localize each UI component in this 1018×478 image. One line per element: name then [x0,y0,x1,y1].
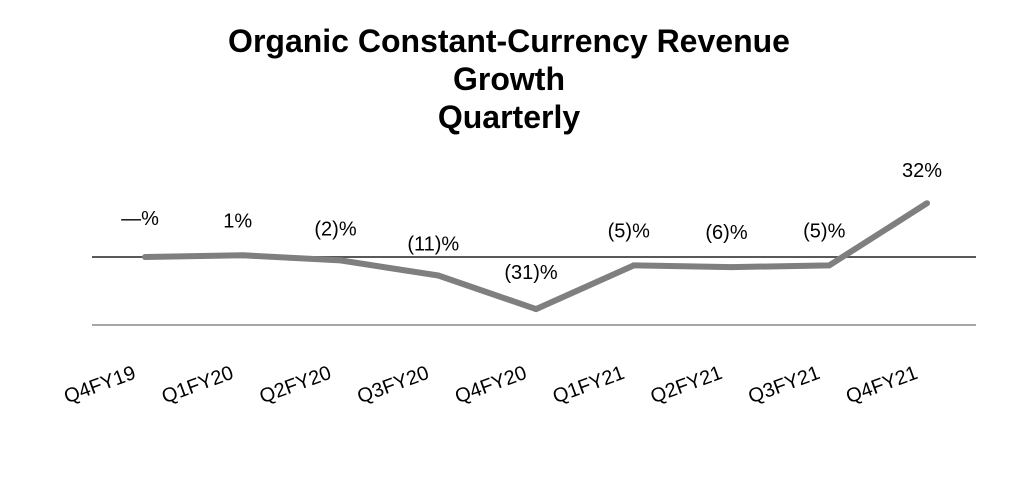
chart-title-line-3: Quarterly [437,99,581,135]
x-tick-labels-group: Q4FY19 Q1FY20 Q2FY20 Q3FY20 Q4FY20 Q1FY21 Q2FY… [61,362,921,408]
x-tick-label: Q2FY21 [648,362,726,408]
data-label: (11)% [407,233,459,255]
data-label: (5)% [608,220,650,242]
data-label: (31)% [504,262,558,284]
x-tick-label: Q1FY21 [550,362,628,408]
data-point [142,254,148,260]
data-label: (6)% [705,222,747,244]
data-label: 32% [902,160,942,182]
x-tick-label: Q1FY20 [159,362,237,408]
data-label: (5)% [803,220,845,242]
data-point [337,257,344,264]
data-label: (2)% [314,218,356,240]
x-tick-label: Q3FY21 [745,362,823,408]
chart-title: Organic Constant-Currency Revenue Growth… [0,22,1018,136]
data-label: —% [121,208,159,230]
data-point [826,262,833,269]
x-tick-label: Q3FY20 [354,362,432,408]
data-label: 1% [223,210,252,232]
chart-title-line-1: Organic Constant-Currency Revenue [228,23,790,59]
data-point [630,262,637,269]
data-labels-group: —% 1% (2)% (11)% (31)% (5)% (6)% (5)% 32% [121,160,942,284]
data-point [533,306,539,313]
data-point [924,200,930,207]
data-point [728,264,735,271]
x-tick-label: Q2FY20 [257,362,335,408]
x-tick-label: Q4FY19 [61,362,139,408]
x-tick-label: Q4FY21 [843,362,921,408]
data-point [435,272,442,279]
series-group [142,200,930,313]
data-point [239,252,246,259]
chart-title-line-2: Growth [453,61,565,97]
x-tick-label: Q4FY20 [452,362,530,408]
